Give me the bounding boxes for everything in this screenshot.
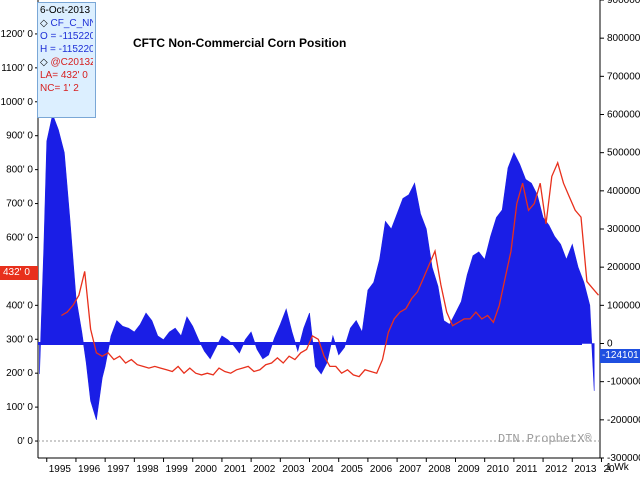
x-tick-label: 1996 bbox=[78, 464, 101, 475]
watermark: DTN ProphetX® bbox=[498, 432, 592, 446]
last-position-badge: -124101 bbox=[600, 349, 640, 363]
right-tick-label: -200000 bbox=[607, 415, 640, 426]
info-symbol2-text: @C2013Z bbox=[50, 57, 93, 68]
diamond-icon: ◇ bbox=[40, 18, 48, 29]
period-label: 1 Wk bbox=[606, 462, 629, 473]
x-tick-label: 2009 bbox=[457, 464, 480, 475]
info-high: H = -115220 bbox=[40, 44, 93, 55]
left-tick-label: 300' 0 bbox=[6, 334, 33, 345]
info-net-change: NC= 1' 2 bbox=[40, 83, 79, 94]
chart-title: CFTC Non-Commercial Corn Position bbox=[133, 36, 347, 50]
right-tick-label: 800000 bbox=[607, 33, 640, 44]
x-tick-label: 2002 bbox=[253, 464, 276, 475]
x-tick-label: 2008 bbox=[428, 464, 451, 475]
right-axis: -300000 -200000 -100000 0 100000 200000 300000… bbox=[600, 0, 640, 464]
left-tick-label: 600' 0 bbox=[6, 232, 33, 243]
x-tick-label: 2011 bbox=[516, 464, 538, 475]
left-tick-label: 800' 0 bbox=[6, 165, 33, 176]
x-tick-label: 2003 bbox=[282, 464, 305, 475]
left-tick-label: 0' 0 bbox=[17, 436, 33, 447]
x-tick-label: 2006 bbox=[370, 464, 393, 475]
left-tick-label: 1000' 0 bbox=[1, 97, 34, 108]
left-tick-label: 1100' 0 bbox=[1, 63, 33, 74]
left-tick-label: 1200' 0 bbox=[1, 29, 34, 40]
diamond-icon: ◇ bbox=[40, 57, 48, 68]
right-tick-label: -300000 bbox=[607, 453, 640, 464]
x-tick-label: 2001 bbox=[224, 464, 247, 475]
right-tick-label: 200000 bbox=[607, 262, 640, 273]
right-tick-label: 700000 bbox=[607, 71, 640, 82]
x-tick-label: 2013 bbox=[574, 464, 597, 475]
left-tick-label: 400' 0 bbox=[6, 300, 33, 311]
left-tick-label: 900' 0 bbox=[6, 131, 33, 142]
info-symbol1: ◇ CF_C_NN bbox=[40, 17, 93, 30]
info-date: 6-Oct-2013 bbox=[40, 5, 91, 16]
x-tick-label: 2010 bbox=[487, 464, 510, 475]
x-tick-label: 2012 bbox=[545, 464, 568, 475]
x-tick-label: 1995 bbox=[49, 464, 72, 475]
right-tick-label: 600000 bbox=[607, 110, 640, 121]
last-price-badge: 432' 0 bbox=[0, 266, 38, 280]
info-open: O = -115220 bbox=[40, 31, 93, 42]
left-tick-label: 100' 0 bbox=[6, 402, 33, 413]
right-tick-label: 400000 bbox=[607, 186, 640, 197]
info-symbol1-text: CF_C_NN bbox=[50, 18, 93, 29]
red-line-series bbox=[61, 160, 599, 378]
x-tick-label: 1999 bbox=[166, 464, 189, 475]
blue-area-series bbox=[38, 113, 595, 420]
info-symbol2: ◇ @C2013Z bbox=[40, 56, 93, 69]
left-tick-label: 700' 0 bbox=[6, 199, 33, 210]
x-tick-label: 2000 bbox=[195, 464, 218, 475]
right-tick-label: 500000 bbox=[607, 148, 640, 159]
right-tick-label: 300000 bbox=[607, 224, 640, 235]
x-tick-label: 2004 bbox=[312, 464, 335, 475]
x-tick-label: 20 bbox=[603, 464, 615, 475]
x-tick-label: 2005 bbox=[341, 464, 364, 475]
right-tick-label: 900000 bbox=[607, 0, 640, 6]
info-last: LA= 432' 0 bbox=[40, 70, 88, 81]
x-tick-label: 1997 bbox=[107, 464, 130, 475]
right-tick-label: 0 bbox=[607, 339, 613, 350]
x-axis: 1995 1996 1997 1998 1999 2000 2001 2002 2003 2004… bbox=[46, 458, 615, 475]
x-tick-label: 2007 bbox=[399, 464, 422, 475]
right-tick-label: -100000 bbox=[607, 377, 640, 388]
x-tick-label: 1998 bbox=[136, 464, 159, 475]
left-tick-label: 200' 0 bbox=[6, 368, 33, 379]
right-tick-label: 100000 bbox=[607, 300, 640, 311]
info-box: 6-Oct-2013 ◇ CF_C_NN O = -115220 H = -11… bbox=[37, 2, 96, 118]
